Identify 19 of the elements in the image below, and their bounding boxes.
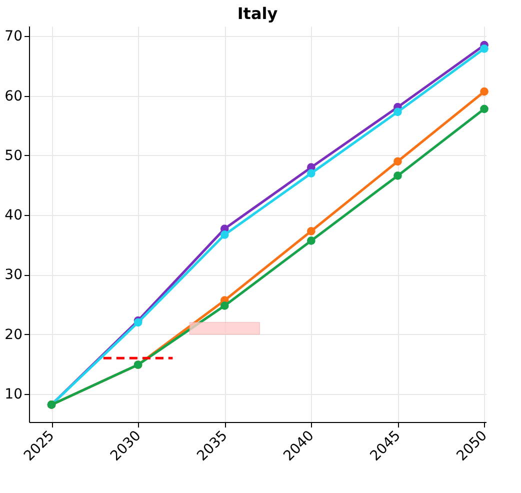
y-tick-label: 10 bbox=[4, 386, 22, 402]
point bbox=[394, 108, 402, 116]
chart-title: Italy bbox=[237, 4, 278, 23]
y-tick-label: 50 bbox=[4, 148, 22, 164]
point bbox=[394, 172, 402, 180]
y-tick-label: 60 bbox=[4, 88, 22, 104]
y-tick-label: 70 bbox=[4, 28, 22, 45]
point bbox=[394, 157, 402, 166]
point bbox=[480, 87, 488, 96]
y-tick-label: 40 bbox=[4, 208, 22, 224]
y-tick-label: 20 bbox=[4, 326, 22, 343]
point bbox=[306, 236, 316, 245]
point bbox=[480, 104, 488, 114]
point bbox=[220, 230, 229, 239]
point bbox=[306, 226, 316, 236]
point bbox=[306, 169, 316, 178]
point bbox=[480, 44, 488, 53]
y-tick-label: 30 bbox=[4, 267, 22, 284]
point bbox=[220, 302, 229, 310]
